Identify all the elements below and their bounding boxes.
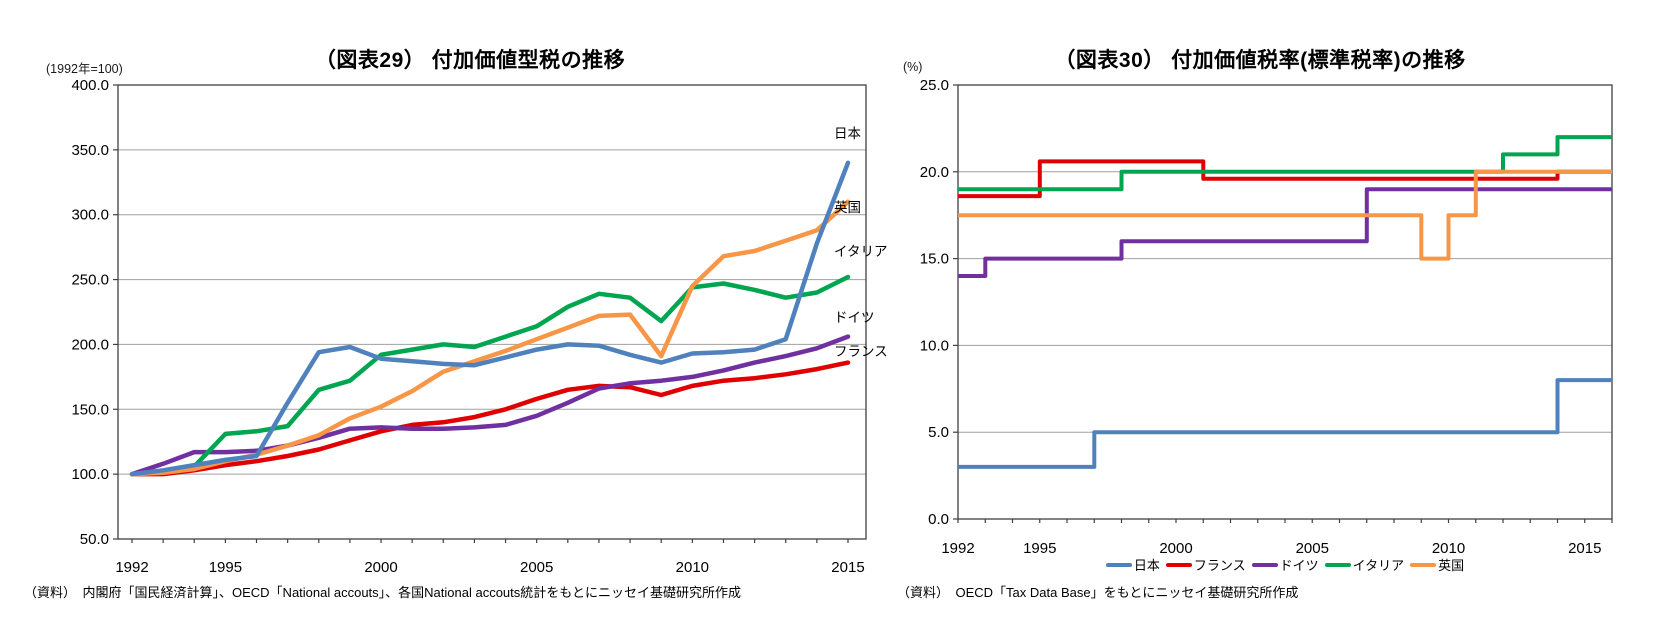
legend-label-germany: ドイツ xyxy=(1279,558,1319,573)
series-step-line-uk xyxy=(958,169,1612,261)
y-tick-label: 350.0 xyxy=(71,142,109,159)
x-tick-label: 2000 xyxy=(364,559,397,576)
y-tick-label: 150.0 xyxy=(71,401,109,418)
y-tick-label: 20.0 xyxy=(920,164,949,181)
legend-item-uk: 英国 xyxy=(1410,555,1464,574)
series-step-line-italy xyxy=(958,135,1612,192)
legend-label-italy: イタリア xyxy=(1352,558,1405,573)
series-end-label-france: フランス xyxy=(834,344,888,359)
legend-swatch-uk xyxy=(1410,562,1437,567)
legend-swatch-germany xyxy=(1251,562,1278,567)
x-tick-label: 2010 xyxy=(676,559,709,576)
right-chart-unit-label: (%) xyxy=(903,60,923,74)
series-line-france xyxy=(129,360,851,477)
legend-label-uk: 英国 xyxy=(1438,558,1465,573)
legend-item-japan: 日本 xyxy=(1105,555,1160,574)
legend-label-japan: 日本 xyxy=(1133,558,1160,573)
x-tick-label: 1992 xyxy=(941,540,974,557)
x-tick-label: 2005 xyxy=(520,559,553,576)
left-chart-title: （図表29） 付加価値型税の推移 xyxy=(314,49,626,72)
legend-item-italy: イタリア xyxy=(1324,555,1405,574)
series-end-label-germany: ドイツ xyxy=(834,310,875,325)
legend-label-france: フランス xyxy=(1193,558,1246,573)
x-tick-label: 1995 xyxy=(209,559,242,576)
legend-item-germany: ドイツ xyxy=(1251,555,1319,574)
x-tick-label: 2015 xyxy=(831,559,864,576)
series-end-label-uk: 英国 xyxy=(834,199,861,215)
x-tick-label: 2000 xyxy=(1159,540,1192,557)
y-tick-label: 50.0 xyxy=(80,531,109,548)
y-tick-label: 250.0 xyxy=(71,272,109,289)
x-tick-label: 1992 xyxy=(115,559,148,576)
y-tick-label: 200.0 xyxy=(71,336,109,353)
y-tick-label: 300.0 xyxy=(71,207,109,224)
x-tick-label: 2005 xyxy=(1296,540,1329,557)
y-tick-label: 25.0 xyxy=(920,77,949,94)
left-chart-source: （資料） 内閣府「国民経済計算」、OECD「National accouts」、… xyxy=(24,585,742,600)
right-chart-source: （資料） OECD「Tax Data Base」をもとにニッセイ基礎研究所作成 xyxy=(897,585,1299,600)
y-tick-label: 5.0 xyxy=(928,424,949,441)
legend-swatch-italy xyxy=(1324,562,1351,567)
y-tick-label: 100.0 xyxy=(71,466,109,483)
legend-swatch-japan xyxy=(1105,562,1132,567)
y-tick-label: 10.0 xyxy=(920,337,949,354)
x-tick-label: 1995 xyxy=(1023,540,1056,557)
y-tick-label: 15.0 xyxy=(920,251,949,268)
series-line-germany xyxy=(129,334,851,477)
left-chart-unit-label: (1992年=100) xyxy=(46,62,123,76)
y-tick-label: 400.0 xyxy=(71,77,109,94)
series-step-line-japan xyxy=(958,378,1612,469)
series-line-italy xyxy=(129,274,851,477)
right-chart-title: （図表30） 付加価値税率(標準税率)の推移 xyxy=(1054,49,1466,72)
series-end-label-japan: 日本 xyxy=(834,126,862,141)
legend-swatch-france xyxy=(1165,562,1192,567)
x-tick-label: 2015 xyxy=(1568,540,1601,557)
series-end-label-italy: イタリア xyxy=(834,244,887,259)
series-step-line-germany xyxy=(958,187,1612,278)
y-tick-label: 0.0 xyxy=(928,511,949,528)
plot-border xyxy=(957,84,1613,520)
legend-item-france: フランス xyxy=(1165,555,1246,574)
x-tick-label: 2010 xyxy=(1432,540,1465,557)
plot-border xyxy=(117,84,867,540)
legend: 日本 フランス ドイツ イタリア 英国 xyxy=(958,555,1612,574)
series-line-japan xyxy=(129,160,851,477)
